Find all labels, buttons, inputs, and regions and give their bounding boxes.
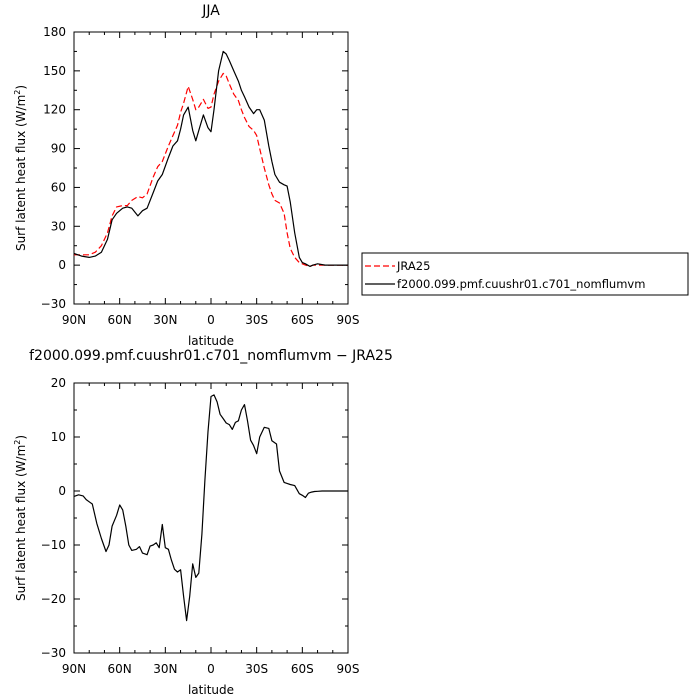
bottom-x-tick-label: 60S	[291, 662, 314, 676]
top-x-tick-label: 60N	[108, 313, 132, 327]
top-series-layer	[73, 50, 348, 267]
top-y-axis-label: Surf latent heat flux (W/m2)	[13, 85, 28, 251]
legend-box	[361, 252, 689, 296]
legend-label-model: f2000.099.pmf.cuushr01.c701_nomflumvm	[397, 277, 645, 291]
bottom-x-tick-label: 0	[207, 662, 215, 676]
top-x-tick-label: 60S	[291, 313, 314, 327]
bottom-series-line-0	[73, 394, 348, 622]
legend-label-jra25: JRA25	[396, 259, 430, 273]
bottom-y-axis: −30 −20 −10 0 10 20	[41, 376, 348, 660]
top-chart-title: JJA	[201, 3, 220, 19]
top-plot-frame	[73, 31, 349, 305]
top-x-axis-label: latitude	[188, 334, 234, 348]
top-y-tick-label: 90	[51, 142, 66, 156]
top-series-line-1	[73, 50, 348, 267]
bottom-series-layer	[73, 394, 348, 622]
legend: JRA25 f2000.099.pmf.cuushr01.c701_nomflu…	[361, 252, 689, 296]
bottom-y-tick-label: −30	[41, 646, 66, 660]
top-y-tick-label: 120	[43, 103, 66, 117]
top-x-tick-label: 30S	[245, 313, 268, 327]
bottom-y-tick-label: −10	[41, 538, 66, 552]
top-y-label-main: Surf latent heat flux (W/m	[14, 95, 28, 251]
top-y-tick-label: 180	[43, 25, 66, 39]
bottom-panel: f2000.099.pmf.cuushr01.c701_nomflumvm − …	[13, 348, 393, 697]
bottom-x-tick-label: 30S	[245, 662, 268, 676]
bottom-x-tick-label: 60N	[108, 662, 132, 676]
top-series-line-0	[74, 72, 348, 267]
top-y-label-tail: )	[14, 85, 28, 90]
bottom-chart-title: f2000.099.pmf.cuushr01.c701_nomflumvm − …	[29, 348, 393, 364]
top-y-label-sup: 2	[13, 90, 22, 95]
top-y-axis: −30 0 30 60 90 120 150 180	[41, 25, 348, 311]
bottom-x-tick-label: 30N	[153, 662, 177, 676]
bottom-y-tick-label: 20	[51, 376, 66, 390]
bottom-x-axis: 90N 60N 30N 0 30S 60S 90S	[62, 383, 360, 676]
top-x-axis: 90N 60N 30N 0 30S 60S 90S	[62, 32, 360, 327]
bottom-x-axis-label: latitude	[188, 683, 234, 697]
bottom-y-label-tail: )	[14, 435, 28, 440]
top-y-tick-label: 30	[51, 219, 66, 233]
bottom-x-tick-label: 90N	[62, 662, 86, 676]
top-y-tick-label: 0	[58, 258, 66, 272]
top-x-tick-label: 0	[207, 313, 215, 327]
top-x-tick-label: 90N	[62, 313, 86, 327]
bottom-x-tick-label: 90S	[337, 662, 360, 676]
bottom-y-label-sup: 2	[13, 440, 22, 445]
top-x-tick-label: 90S	[337, 313, 360, 327]
top-y-tick-label: −30	[41, 297, 66, 311]
top-panel: JJA 90N 60N 30N 0 30S 60S 90S −30 0 30 60 90 120 150…	[13, 3, 359, 348]
bottom-y-tick-label: 0	[58, 484, 66, 498]
bottom-y-axis-label: Surf latent heat flux (W/m2)	[13, 435, 28, 601]
top-x-tick-label: 30N	[153, 313, 177, 327]
top-y-tick-label: 150	[43, 64, 66, 78]
top-y-tick-label: 60	[51, 180, 66, 194]
bottom-y-tick-label: 10	[51, 430, 66, 444]
bottom-y-tick-label: −20	[41, 592, 66, 606]
bottom-y-label-main: Surf latent heat flux (W/m	[14, 445, 28, 601]
